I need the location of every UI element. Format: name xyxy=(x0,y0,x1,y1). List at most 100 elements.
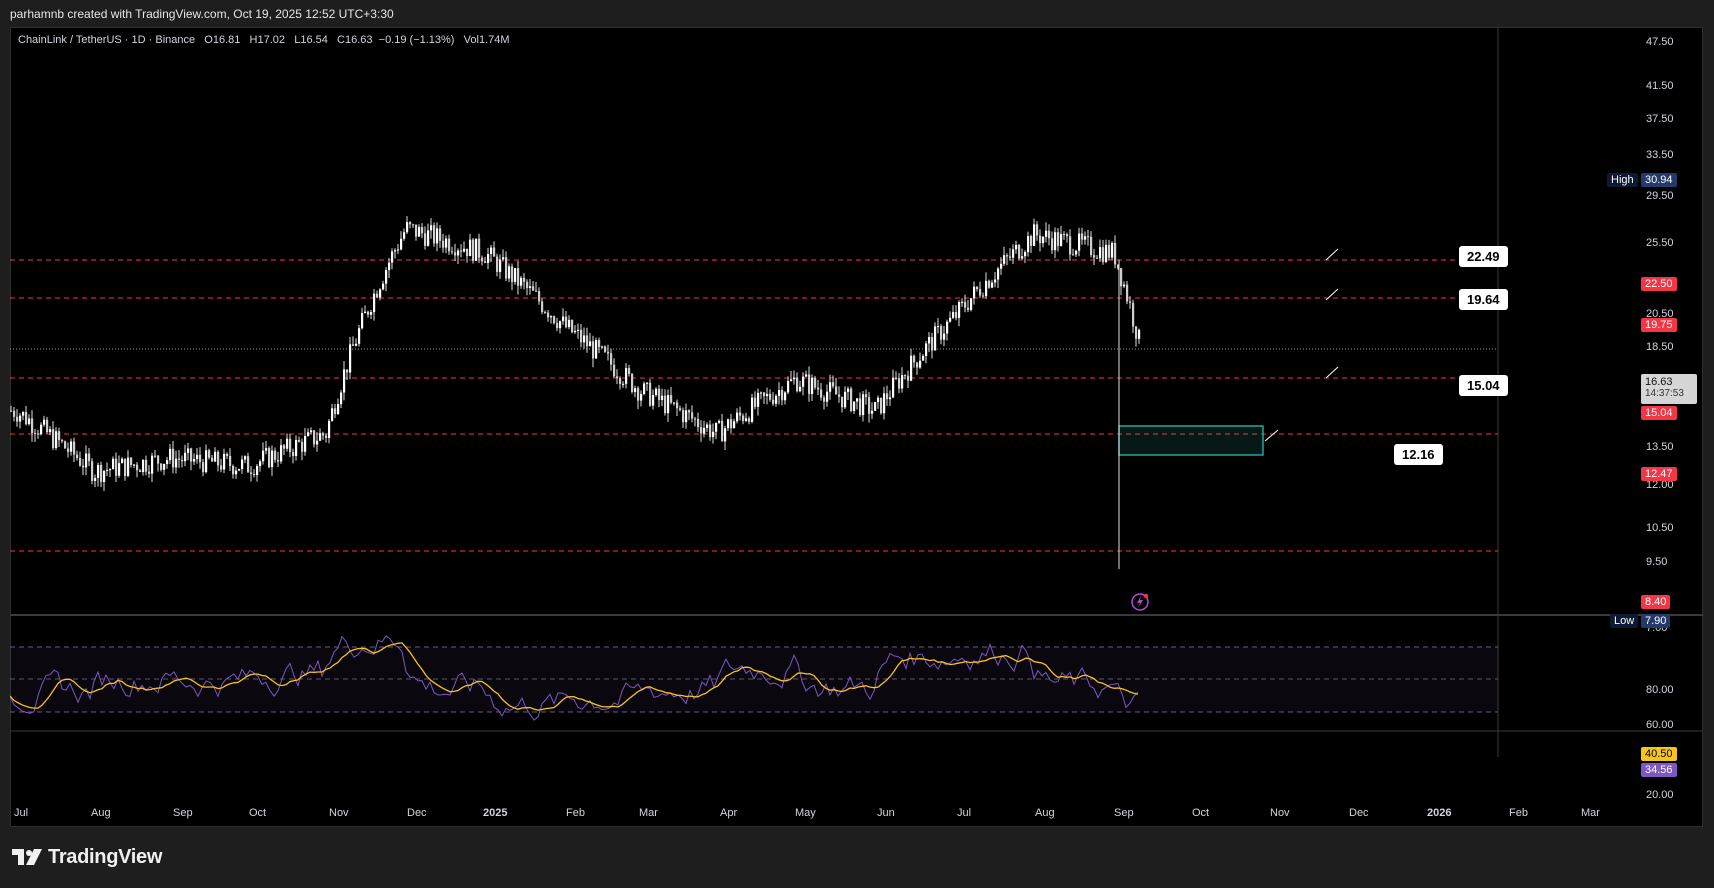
candle-body xyxy=(658,388,661,400)
candle-body xyxy=(772,399,775,404)
candle-body xyxy=(259,461,262,467)
candle-body xyxy=(877,397,880,403)
time-tick: Oct xyxy=(249,807,267,819)
candle-body xyxy=(1132,302,1135,327)
candle-body xyxy=(61,440,64,442)
candle-body xyxy=(1090,236,1093,256)
candle-body xyxy=(928,337,931,344)
candle-body xyxy=(550,316,553,318)
candle-body xyxy=(223,453,226,470)
candle-body xyxy=(667,395,670,414)
candle-body xyxy=(1105,244,1108,262)
candle-body xyxy=(178,458,181,460)
candle-body xyxy=(331,408,334,421)
candle-body xyxy=(1099,247,1102,259)
candle-body xyxy=(439,228,442,241)
candle-body xyxy=(709,424,712,438)
time-tick: Nov xyxy=(329,807,349,819)
chart-pane[interactable] xyxy=(10,27,1703,827)
candle-body xyxy=(364,311,367,314)
candle-body xyxy=(1081,233,1084,240)
candle-body xyxy=(868,397,871,414)
candle-body xyxy=(253,473,256,476)
candle-body xyxy=(1123,284,1126,287)
candle-body xyxy=(100,464,103,482)
candle-body xyxy=(76,454,79,459)
candle-body xyxy=(310,430,313,433)
candle-body xyxy=(862,394,865,416)
candle-body xyxy=(235,470,238,475)
candle-body xyxy=(763,392,766,397)
candle-body xyxy=(361,313,364,329)
time-tick: Mar xyxy=(1581,807,1600,819)
candle-body xyxy=(871,410,874,414)
candle-body xyxy=(118,463,121,476)
candle-body xyxy=(382,283,385,290)
candle-body xyxy=(490,247,493,255)
candle-body xyxy=(412,224,415,226)
callout-19-64[interactable]: 19.64 xyxy=(1459,289,1508,310)
time-tick: Jun xyxy=(877,807,895,819)
candle-body xyxy=(730,419,733,429)
candle-body xyxy=(973,286,976,299)
candle-body xyxy=(568,319,571,328)
candle-body xyxy=(652,395,655,406)
candle-body xyxy=(964,301,967,308)
level-lines xyxy=(10,259,1498,552)
candle-body xyxy=(793,377,796,380)
callout-12-16[interactable]: 12.16 xyxy=(1394,444,1443,465)
candle-body xyxy=(1138,329,1141,339)
candle-body xyxy=(883,393,886,414)
lightning-icon[interactable] xyxy=(1131,593,1149,611)
footer-bar xyxy=(0,827,1714,888)
symbol-name[interactable]: ChainLink / TetherUS · 1D · Binance xyxy=(18,34,196,46)
candle-body xyxy=(79,458,82,466)
candle-body xyxy=(1042,236,1045,244)
candle-body xyxy=(688,410,691,413)
candle-body xyxy=(1006,255,1009,257)
rsi-tick: 20.00 xyxy=(1646,789,1674,801)
candle-body xyxy=(19,415,22,422)
candle-body xyxy=(691,412,694,419)
candle-body xyxy=(562,316,565,322)
candle-body xyxy=(766,393,769,397)
candle-body xyxy=(472,239,475,261)
candle-body xyxy=(874,402,877,411)
candle-body xyxy=(1039,235,1042,244)
candle-body xyxy=(1066,234,1069,237)
candle-body xyxy=(424,233,427,246)
candle-body xyxy=(1012,249,1015,258)
candle-body xyxy=(1114,242,1117,265)
candle-body xyxy=(937,326,940,328)
price-tick: 13.50 xyxy=(1646,441,1674,453)
attribution-bar: parhamnb created with TradingView.com, O… xyxy=(0,0,1714,27)
candle-body xyxy=(751,397,754,422)
candle-body xyxy=(496,256,499,272)
price-chart[interactable] xyxy=(10,27,1703,827)
candle-body xyxy=(829,382,832,392)
candle-body xyxy=(520,277,523,286)
candle-body xyxy=(601,346,604,348)
callout-15-04[interactable]: 15.04 xyxy=(1459,375,1508,396)
candle-body xyxy=(52,429,55,448)
candle-body xyxy=(208,450,211,458)
price-tick: 9.50 xyxy=(1646,556,1668,568)
candle-body xyxy=(427,230,430,246)
candle-body xyxy=(628,368,631,374)
candle-body xyxy=(526,281,529,288)
price-tick: 18.50 xyxy=(1646,341,1674,353)
candle-body xyxy=(325,435,328,438)
callout-22-49[interactable]: 22.49 xyxy=(1459,246,1508,267)
candle-body xyxy=(481,257,484,262)
candle-body xyxy=(193,459,196,462)
candle-body xyxy=(940,326,943,340)
candle-body xyxy=(46,419,49,433)
candle-body xyxy=(187,448,190,453)
candle-body xyxy=(598,339,601,348)
rsi-line xyxy=(10,635,1139,721)
candle-body xyxy=(334,408,337,414)
candle-body xyxy=(1021,256,1024,259)
candle-body xyxy=(865,394,868,398)
candle-body xyxy=(514,268,517,282)
tradingview-logo[interactable]: TradingView xyxy=(12,846,162,869)
